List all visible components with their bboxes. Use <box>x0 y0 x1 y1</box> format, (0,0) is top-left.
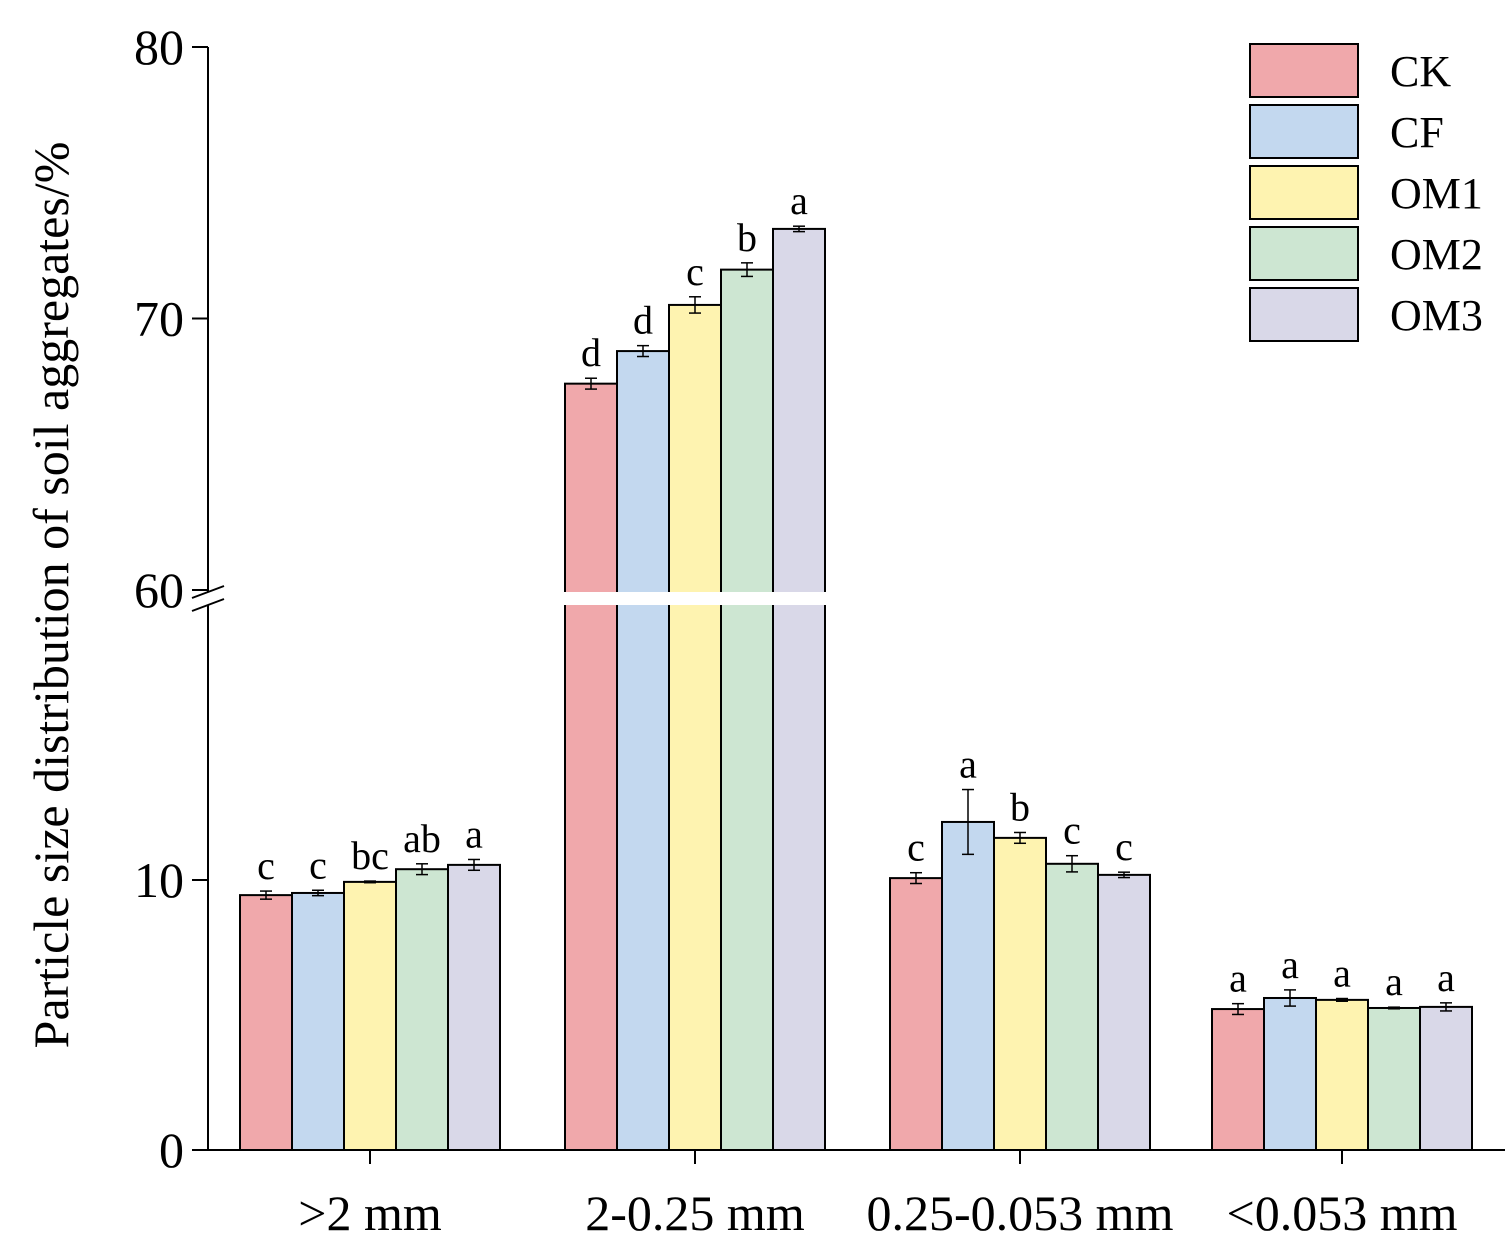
bar-ck <box>239 894 293 1151</box>
significance-letter: a <box>1385 959 1403 1004</box>
significance-letter: b <box>737 215 757 260</box>
significance-letter: c <box>309 842 327 887</box>
legend-swatch-cf <box>1249 104 1359 159</box>
y-tick-label: 70 <box>134 291 184 347</box>
significance-letter: c <box>1115 824 1133 869</box>
axis-break-mark <box>191 585 225 599</box>
significance-letter: bc <box>351 833 389 878</box>
axis-break-mark <box>191 598 225 612</box>
bar-cf <box>291 891 345 1152</box>
bar-om3 <box>772 227 826 1151</box>
significance-letter: ab <box>403 816 441 861</box>
legend-label: CK <box>1390 47 1451 96</box>
legend-label: OM1 <box>1390 169 1483 218</box>
significance-letter: a <box>790 178 808 223</box>
significance-letter: a <box>1229 956 1247 1001</box>
bar-cf <box>941 820 995 1151</box>
legend-swatch-ck <box>1249 43 1359 98</box>
significance-letter: a <box>1437 955 1455 1000</box>
bar-cf <box>616 350 670 1151</box>
bar-om2 <box>1367 1006 1421 1151</box>
significance-letter: a <box>959 742 977 787</box>
legend-swatch-om2 <box>1249 226 1359 281</box>
bar-om1 <box>668 303 722 1151</box>
significance-letter: d <box>633 298 653 343</box>
bar-om3 <box>447 863 501 1151</box>
legend-swatch-om1 <box>1249 165 1359 220</box>
significance-letter: a <box>465 811 483 856</box>
bar-om2 <box>720 268 774 1151</box>
bar-om1 <box>1315 998 1369 1151</box>
significance-letter: a <box>1333 951 1351 996</box>
bar-om3 <box>1097 873 1151 1151</box>
bar-cf <box>1263 996 1317 1151</box>
bar-om2 <box>1045 862 1099 1151</box>
bar-ck <box>564 382 618 1152</box>
bar-om1 <box>343 880 397 1151</box>
significance-letter: c <box>907 825 925 870</box>
significance-letter: c <box>257 843 275 888</box>
significance-letter: c <box>686 249 704 294</box>
x-tick-label: 2-0.25 mm <box>585 1185 805 1241</box>
legend-label: OM3 <box>1390 291 1483 340</box>
legend-label: OM2 <box>1390 230 1483 279</box>
bar-ck <box>1211 1008 1265 1151</box>
x-tick-label: <0.053 mm <box>1227 1185 1458 1241</box>
x-tick-label: >2 mm <box>298 1185 442 1241</box>
bar-om1 <box>993 836 1047 1151</box>
x-tick-label: 0.25-0.053 mm <box>867 1185 1174 1241</box>
bar-ck <box>889 877 943 1151</box>
axis-break-gap <box>209 592 1506 605</box>
significance-letter: d <box>581 330 601 375</box>
y-tick-label: 10 <box>134 852 184 908</box>
y-tick-label: 0 <box>159 1122 184 1178</box>
y-tick-label: 80 <box>134 19 184 75</box>
y-axis-label: Particle size distribution of soil aggre… <box>23 142 79 1049</box>
bar-om3 <box>1419 1005 1473 1152</box>
bar-om2 <box>395 868 449 1151</box>
legend-label: CF <box>1390 108 1444 157</box>
legend-swatch-om3 <box>1249 287 1359 342</box>
significance-letter: b <box>1010 784 1030 829</box>
significance-letter: a <box>1281 942 1299 987</box>
significance-letter: c <box>1063 808 1081 853</box>
y-tick-label: 60 <box>134 562 184 618</box>
